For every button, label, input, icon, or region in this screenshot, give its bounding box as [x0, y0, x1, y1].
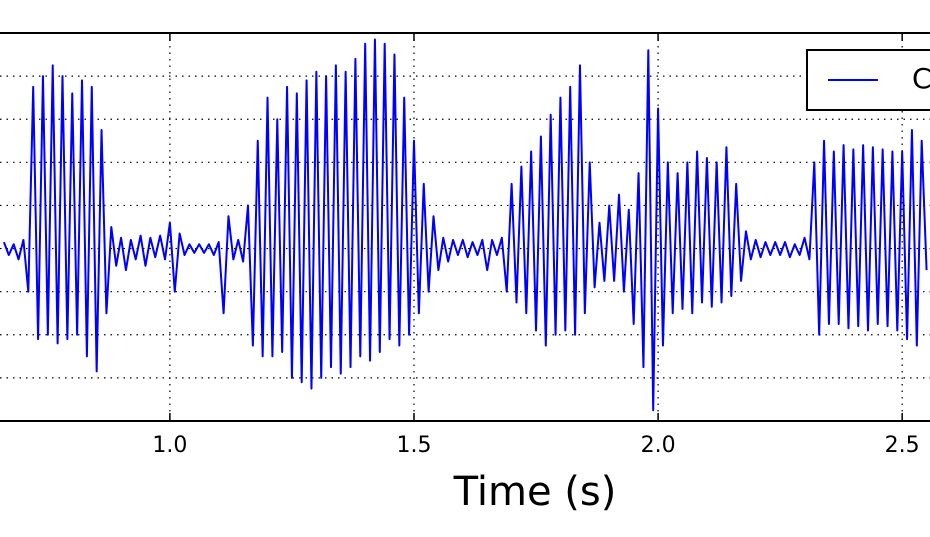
x-ticks: 1.0 1.5 2.0 2.5: [152, 33, 920, 458]
grid: [0, 33, 930, 421]
waveform-line: [2, 38, 928, 412]
x-tick-label: 1.0: [152, 433, 187, 458]
x-axis-label: Time (s): [453, 469, 617, 515]
legend: C: [806, 49, 930, 111]
x-tick-label: 2.5: [885, 433, 920, 458]
legend-label: C: [912, 62, 930, 95]
x-tick-label: 2.0: [641, 433, 676, 458]
x-tick-label: 1.5: [396, 433, 431, 458]
plot-area: [2, 38, 928, 412]
